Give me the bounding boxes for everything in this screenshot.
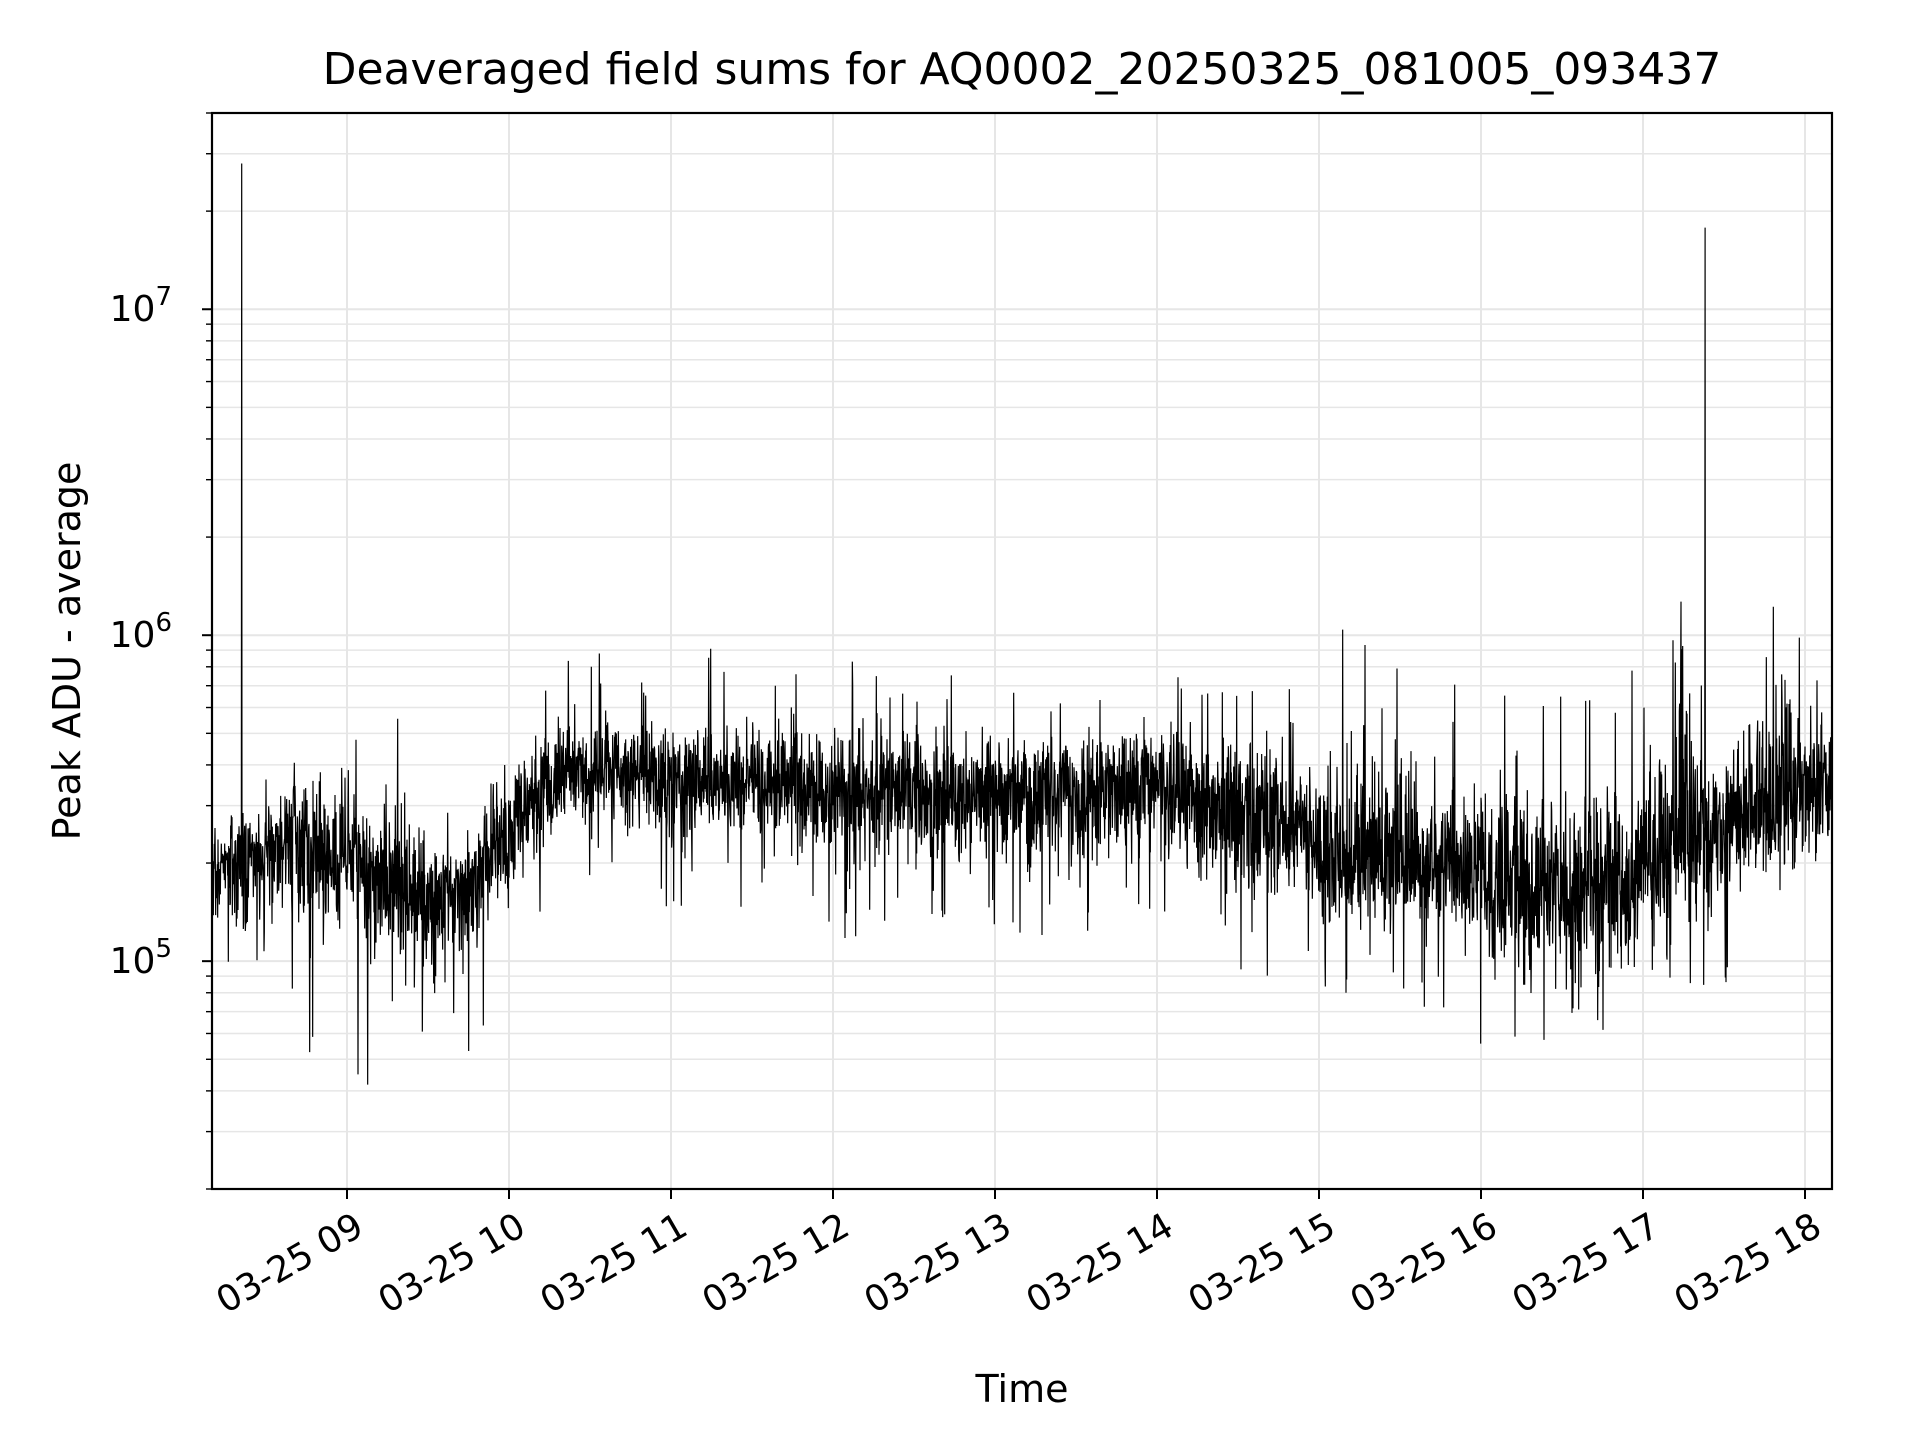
axis-ticks: [202, 112, 1806, 1199]
y-tick-label: 105: [110, 934, 172, 982]
plot-frame: [210, 111, 1834, 1191]
series-line: [211, 163, 1833, 1085]
x-axis-label: Time: [975, 1367, 1069, 1411]
chart-title: Deaveraged field sums for AQ0002_2025032…: [323, 44, 1722, 95]
y-tick-label: 106: [110, 608, 172, 656]
y-axis-label: Peak ADU - average: [45, 462, 89, 841]
data-series: [211, 163, 1833, 1085]
y-tick-label: 107: [110, 282, 172, 330]
